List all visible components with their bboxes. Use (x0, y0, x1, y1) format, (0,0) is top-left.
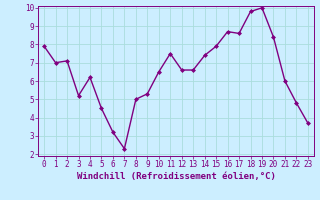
X-axis label: Windchill (Refroidissement éolien,°C): Windchill (Refroidissement éolien,°C) (76, 172, 276, 181)
